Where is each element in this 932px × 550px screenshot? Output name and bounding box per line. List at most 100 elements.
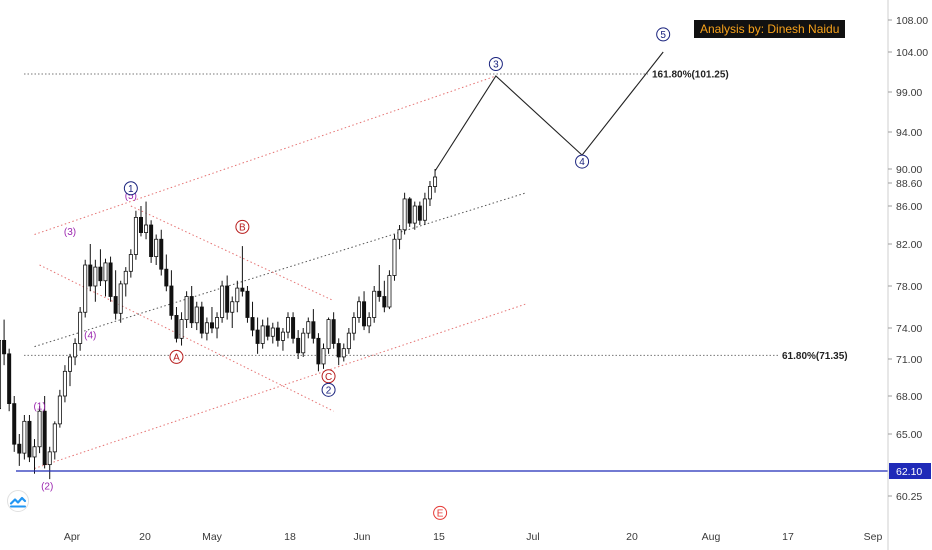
candle-body — [123, 270, 128, 285]
candle — [341, 343, 346, 362]
y-tick-label: 99.00 — [896, 87, 922, 99]
wave-label-text: 2 — [326, 385, 332, 396]
candle-body — [133, 216, 138, 255]
candle-body — [433, 176, 438, 187]
candle — [144, 201, 149, 240]
candle — [154, 234, 159, 265]
candle-body — [113, 296, 118, 314]
fibonacci-levels: 161.80%(101.25) 61.80%(71.35) — [24, 70, 848, 362]
candle — [52, 421, 57, 460]
candle-body — [68, 356, 73, 372]
candle-body — [144, 224, 149, 233]
candle-body — [17, 443, 22, 454]
candle — [331, 312, 336, 349]
y-tick-label: 90.00 — [896, 164, 922, 176]
candle-body — [149, 224, 154, 258]
price-tag — [889, 463, 931, 479]
candle — [42, 396, 47, 469]
candle — [78, 307, 83, 351]
candle-body — [367, 317, 372, 327]
x-tick-label: Sep — [864, 531, 883, 543]
candle-body — [402, 198, 407, 231]
candle-body — [83, 264, 88, 313]
candle-body — [407, 198, 412, 224]
candle — [346, 328, 351, 354]
candle-body — [88, 264, 93, 287]
candle-body — [27, 420, 32, 458]
candle — [164, 254, 169, 292]
candle-body — [103, 262, 108, 282]
candle — [103, 258, 108, 297]
candle — [22, 415, 27, 460]
candle-body — [392, 238, 397, 276]
wave-label-text: A — [173, 352, 180, 363]
candle-body — [32, 446, 37, 458]
candle-body — [98, 266, 103, 282]
wave-circle — [321, 382, 336, 397]
candle — [402, 192, 407, 235]
candle — [128, 249, 133, 278]
candle — [377, 265, 382, 302]
candle — [392, 234, 397, 281]
candle — [159, 229, 164, 276]
candle-body — [128, 254, 133, 272]
candle-body — [47, 451, 52, 466]
tradingview-logo-icon — [7, 490, 29, 512]
wave-label: (2) — [41, 481, 53, 492]
candle — [270, 322, 275, 344]
candle — [169, 270, 174, 320]
candle — [27, 415, 32, 463]
candle — [240, 246, 245, 297]
wave-label: 1 — [123, 181, 138, 196]
candle — [326, 317, 331, 354]
wave-label: B — [235, 219, 250, 234]
candle-body — [427, 186, 432, 200]
candle-body — [321, 348, 326, 365]
candle-body — [189, 296, 194, 324]
candle-body — [412, 205, 417, 224]
wave-circle — [433, 505, 448, 520]
candle-body — [204, 322, 209, 334]
candle — [433, 169, 438, 193]
y-tick-label: 74.00 — [896, 323, 922, 335]
wave-circle — [575, 154, 590, 169]
candle — [62, 365, 67, 403]
candle — [336, 338, 341, 366]
candle-body — [291, 317, 296, 339]
candle — [138, 206, 143, 237]
candle-body — [179, 319, 184, 339]
candle-body — [387, 275, 392, 308]
candle-body — [311, 321, 316, 339]
x-tick-label: Aug — [702, 531, 721, 543]
candle-body — [174, 314, 179, 339]
candle — [260, 319, 265, 349]
wave-label: C — [321, 369, 336, 384]
candle-body — [417, 205, 422, 221]
y-tick-label: 71.00 — [896, 354, 922, 366]
candle — [189, 286, 194, 328]
x-tick-label: Apr — [64, 531, 81, 543]
y-tick-label: 108.00 — [896, 15, 928, 27]
wave-label: 5 — [656, 27, 671, 42]
candle — [407, 197, 412, 227]
candle — [382, 280, 387, 313]
candle — [280, 328, 285, 351]
candle — [47, 446, 52, 480]
candle-body — [265, 325, 270, 337]
candle-body — [108, 262, 113, 297]
candle — [296, 330, 301, 359]
projection-path — [434, 51, 664, 172]
candle — [57, 389, 62, 428]
fib-level-label: 61.80%(71.35) — [782, 351, 848, 362]
wave-label: (4) — [84, 331, 96, 342]
candle-body — [397, 229, 402, 240]
candle — [372, 286, 377, 323]
candle-body — [336, 343, 341, 358]
candle — [417, 201, 422, 225]
candle-body — [220, 285, 225, 318]
candle — [209, 307, 214, 334]
candle — [37, 406, 42, 454]
candle-body — [93, 266, 98, 287]
candle — [275, 321, 280, 347]
